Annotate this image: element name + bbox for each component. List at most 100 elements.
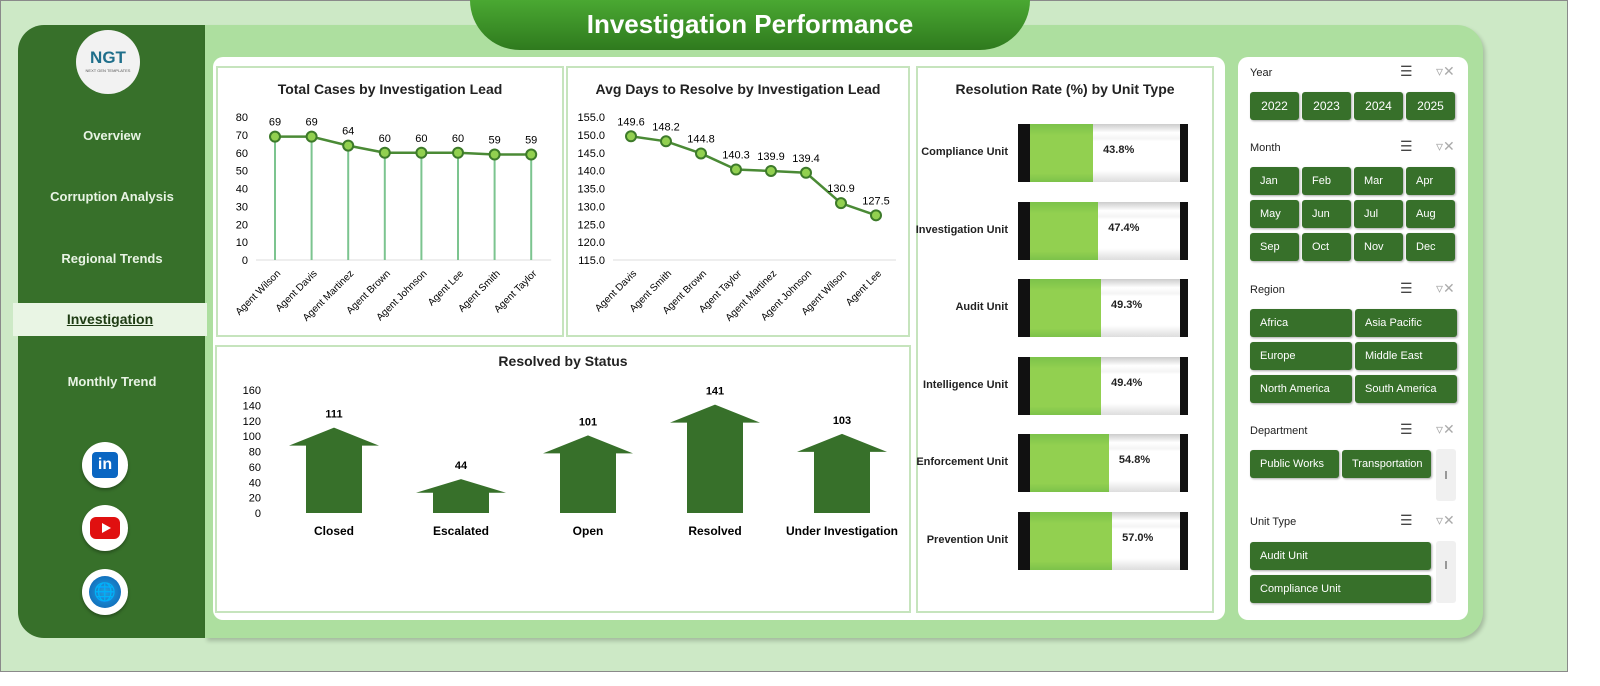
data-point	[415, 146, 428, 159]
region-button[interactable]: Middle East	[1355, 342, 1457, 370]
data-point	[342, 139, 355, 152]
region-button[interactable]: North America	[1250, 375, 1352, 403]
year-button[interactable]: 2023	[1302, 92, 1351, 120]
y-tick-label: 20	[236, 219, 248, 231]
region-button[interactable]: Europe	[1250, 342, 1352, 370]
month-button[interactable]: Jan	[1250, 167, 1299, 195]
data-label: 44	[455, 460, 468, 472]
y-tick-label: 115.0	[578, 255, 605, 267]
month-button[interactable]: Mar	[1354, 167, 1403, 195]
data-label: 141	[706, 386, 724, 398]
month-button[interactable]: Jun	[1302, 200, 1351, 228]
x-tick-label: Under Investigation	[786, 524, 898, 538]
month-button[interactable]: Apr	[1406, 167, 1455, 195]
y-tick-label: 70	[236, 130, 248, 142]
data-point	[525, 148, 538, 161]
department-scrollbar[interactable]	[1436, 449, 1456, 501]
y-tick-label: 140.0	[577, 166, 605, 178]
region-button[interactable]: Africa	[1250, 309, 1352, 337]
nav-monthly-trend[interactable]: Monthly Trend	[67, 374, 157, 389]
nav-investigation[interactable]: Investigation	[13, 303, 207, 336]
y-tick-label: 60	[236, 148, 248, 160]
unit-type-scrollbar[interactable]	[1436, 541, 1456, 603]
y-tick-label: 40	[236, 184, 248, 196]
month-button[interactable]: Dec	[1406, 233, 1455, 261]
page-title: Investigation Performance	[470, 0, 1030, 50]
data-label: 139.9	[757, 151, 785, 163]
nav-overview[interactable]: Overview	[83, 128, 141, 143]
month-button[interactable]: Oct	[1302, 233, 1351, 261]
clear-filter-icon[interactable]: ▿✕	[1436, 421, 1455, 437]
multi-select-icon[interactable]: ☰	[1400, 138, 1413, 154]
month-button[interactable]: Nov	[1354, 233, 1403, 261]
data-label: 43.8%	[1103, 144, 1135, 156]
resolution-rate-chart: Resolution Rate (%) by Unit Type Complia…	[916, 66, 1214, 613]
category-label: Prevention Unit	[926, 533, 1008, 546]
bar-track: 49.4%	[1018, 356, 1188, 415]
multi-select-icon[interactable]: ☰	[1400, 512, 1413, 528]
data-label: 60	[452, 133, 464, 145]
month-button[interactable]: May	[1250, 200, 1299, 228]
data-label: 54.8%	[1118, 454, 1151, 466]
year-button[interactable]: 2024	[1354, 92, 1403, 120]
clear-filter-icon[interactable]: ▿✕	[1436, 512, 1455, 528]
month-button[interactable]: Feb	[1302, 167, 1351, 195]
unit-type-button[interactable]: Audit Unit	[1250, 542, 1431, 570]
globe-icon[interactable]: 🌐	[82, 569, 128, 615]
slicer-unit_type-label: Unit Type	[1250, 516, 1297, 528]
region-button[interactable]: South America	[1355, 375, 1457, 403]
y-tick-label: 50	[236, 166, 248, 178]
y-tick-label: 80	[236, 112, 248, 124]
data-label: 69	[269, 117, 281, 129]
month-button[interactable]: Aug	[1406, 200, 1455, 228]
nav-corruption-analysis[interactable]: Corruption Analysis	[50, 189, 174, 204]
data-point	[765, 164, 777, 177]
y-tick-label: 160	[243, 385, 261, 397]
data-label: 69	[305, 117, 317, 129]
department-button[interactable]: Transportation	[1342, 450, 1431, 478]
year-button[interactable]: 2022	[1250, 92, 1299, 120]
category-label: Intelligence Unit	[923, 378, 1008, 391]
y-tick-label: 100	[243, 431, 261, 443]
month-button[interactable]: Sep	[1250, 233, 1299, 261]
y-tick-label: 80	[249, 447, 261, 459]
region-button[interactable]: Asia Pacific	[1355, 309, 1457, 337]
arrow-bar	[670, 404, 760, 513]
series-line	[630, 135, 877, 217]
x-tick-label: Agent Wilson	[234, 268, 283, 317]
youtube-icon[interactable]	[82, 505, 128, 551]
arrow-bar	[797, 433, 887, 513]
unit-type-button[interactable]: Compliance Unit	[1250, 575, 1431, 603]
multi-select-icon[interactable]: ☰	[1400, 421, 1413, 437]
slicer-department-label: Department	[1250, 425, 1308, 437]
year-button[interactable]: 2025	[1406, 92, 1455, 120]
y-tick-label: 150.0	[577, 130, 605, 142]
slicer-panel	[1238, 57, 1468, 620]
x-tick-label: Agent Lee	[844, 268, 884, 308]
clear-filter-icon[interactable]: ▿✕	[1436, 138, 1455, 154]
chart-title: Total Cases by Investigation Lead	[277, 81, 503, 97]
clear-filter-icon[interactable]: ▿✕	[1436, 63, 1455, 79]
linkedin-icon[interactable]: in	[82, 442, 128, 488]
total-cases-chart: Total Cases by Investigation Lead 0 10 20 3…	[216, 66, 564, 337]
data-label: 140.3	[722, 150, 750, 162]
department-button[interactable]: Public Works	[1250, 450, 1339, 478]
month-button[interactable]: Jul	[1354, 200, 1403, 228]
data-point	[660, 135, 672, 148]
bar	[1030, 434, 1109, 492]
clear-filter-icon[interactable]: ▿✕	[1436, 280, 1455, 296]
chart-title: Resolution Rate (%) by Unit Type	[955, 81, 1175, 97]
multi-select-icon[interactable]: ☰	[1400, 63, 1413, 79]
bar-track: 54.8%	[1018, 434, 1188, 492]
multi-select-icon[interactable]: ☰	[1400, 280, 1413, 296]
nav-regional-trends[interactable]: Regional Trends	[61, 251, 163, 266]
data-label: 130.9	[827, 183, 855, 195]
data-point	[800, 166, 812, 179]
data-point	[730, 163, 742, 176]
slicer-year-label: Year	[1250, 67, 1273, 79]
slicer-region-label: Region	[1250, 284, 1285, 296]
data-label: 64	[342, 126, 354, 138]
bar-track: 43.8%	[1018, 124, 1188, 182]
data-point	[305, 130, 318, 143]
data-point	[378, 146, 391, 159]
